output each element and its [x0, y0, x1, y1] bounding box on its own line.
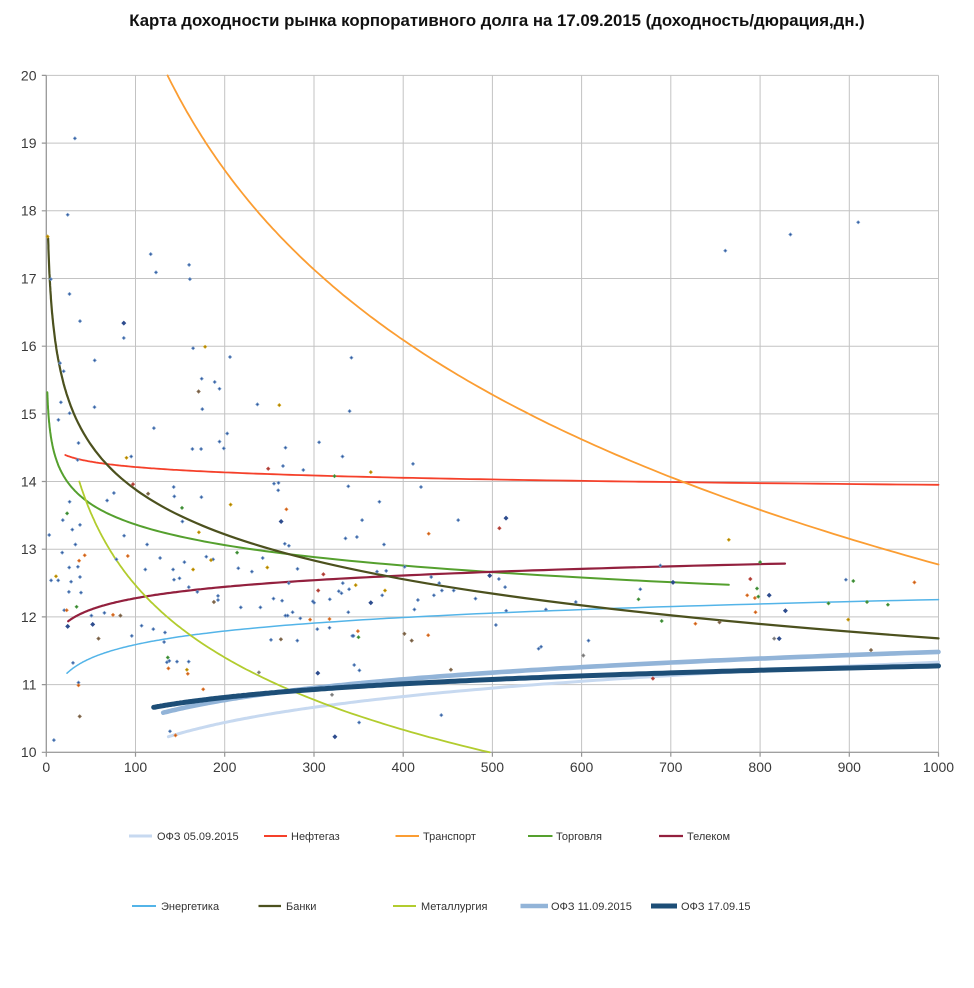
svg-text:Торговля: Торговля: [556, 831, 602, 843]
svg-text:100: 100: [124, 759, 148, 775]
svg-text:13: 13: [21, 541, 37, 557]
svg-text:Энергетика: Энергетика: [161, 901, 220, 913]
svg-text:900: 900: [838, 759, 862, 775]
svg-text:16: 16: [21, 338, 37, 354]
svg-text:ОФЗ 05.09.2015: ОФЗ 05.09.2015: [157, 831, 239, 843]
svg-text:18: 18: [21, 203, 37, 219]
svg-text:12: 12: [21, 609, 37, 625]
svg-text:700: 700: [659, 759, 683, 775]
svg-text:500: 500: [481, 759, 505, 775]
svg-text:Банки: Банки: [286, 901, 316, 913]
svg-text:Нефтегаз: Нефтегаз: [291, 831, 340, 843]
svg-text:300: 300: [302, 759, 326, 775]
svg-text:0: 0: [42, 759, 50, 775]
svg-text:400: 400: [392, 759, 416, 775]
svg-text:ОФЗ 11.09.2015: ОФЗ 11.09.2015: [551, 901, 632, 913]
svg-text:11: 11: [22, 677, 37, 693]
svg-text:19: 19: [21, 135, 37, 151]
svg-text:10: 10: [21, 744, 37, 760]
svg-text:20: 20: [21, 67, 37, 83]
svg-text:Карта доходности рынка корпора: Карта доходности рынка корпоративного до…: [129, 11, 864, 30]
svg-text:15: 15: [21, 406, 37, 422]
svg-text:Транспорт: Транспорт: [423, 831, 476, 843]
svg-text:Телеком: Телеком: [687, 831, 730, 843]
svg-text:17: 17: [21, 270, 37, 286]
svg-text:1000: 1000: [923, 759, 954, 775]
svg-text:14: 14: [21, 473, 37, 489]
svg-text:Металлургия: Металлургия: [421, 901, 488, 913]
svg-text:600: 600: [570, 759, 594, 775]
svg-text:200: 200: [213, 759, 237, 775]
svg-text:ОФЗ 17.09.15: ОФЗ 17.09.15: [681, 901, 750, 913]
svg-text:800: 800: [748, 759, 772, 775]
